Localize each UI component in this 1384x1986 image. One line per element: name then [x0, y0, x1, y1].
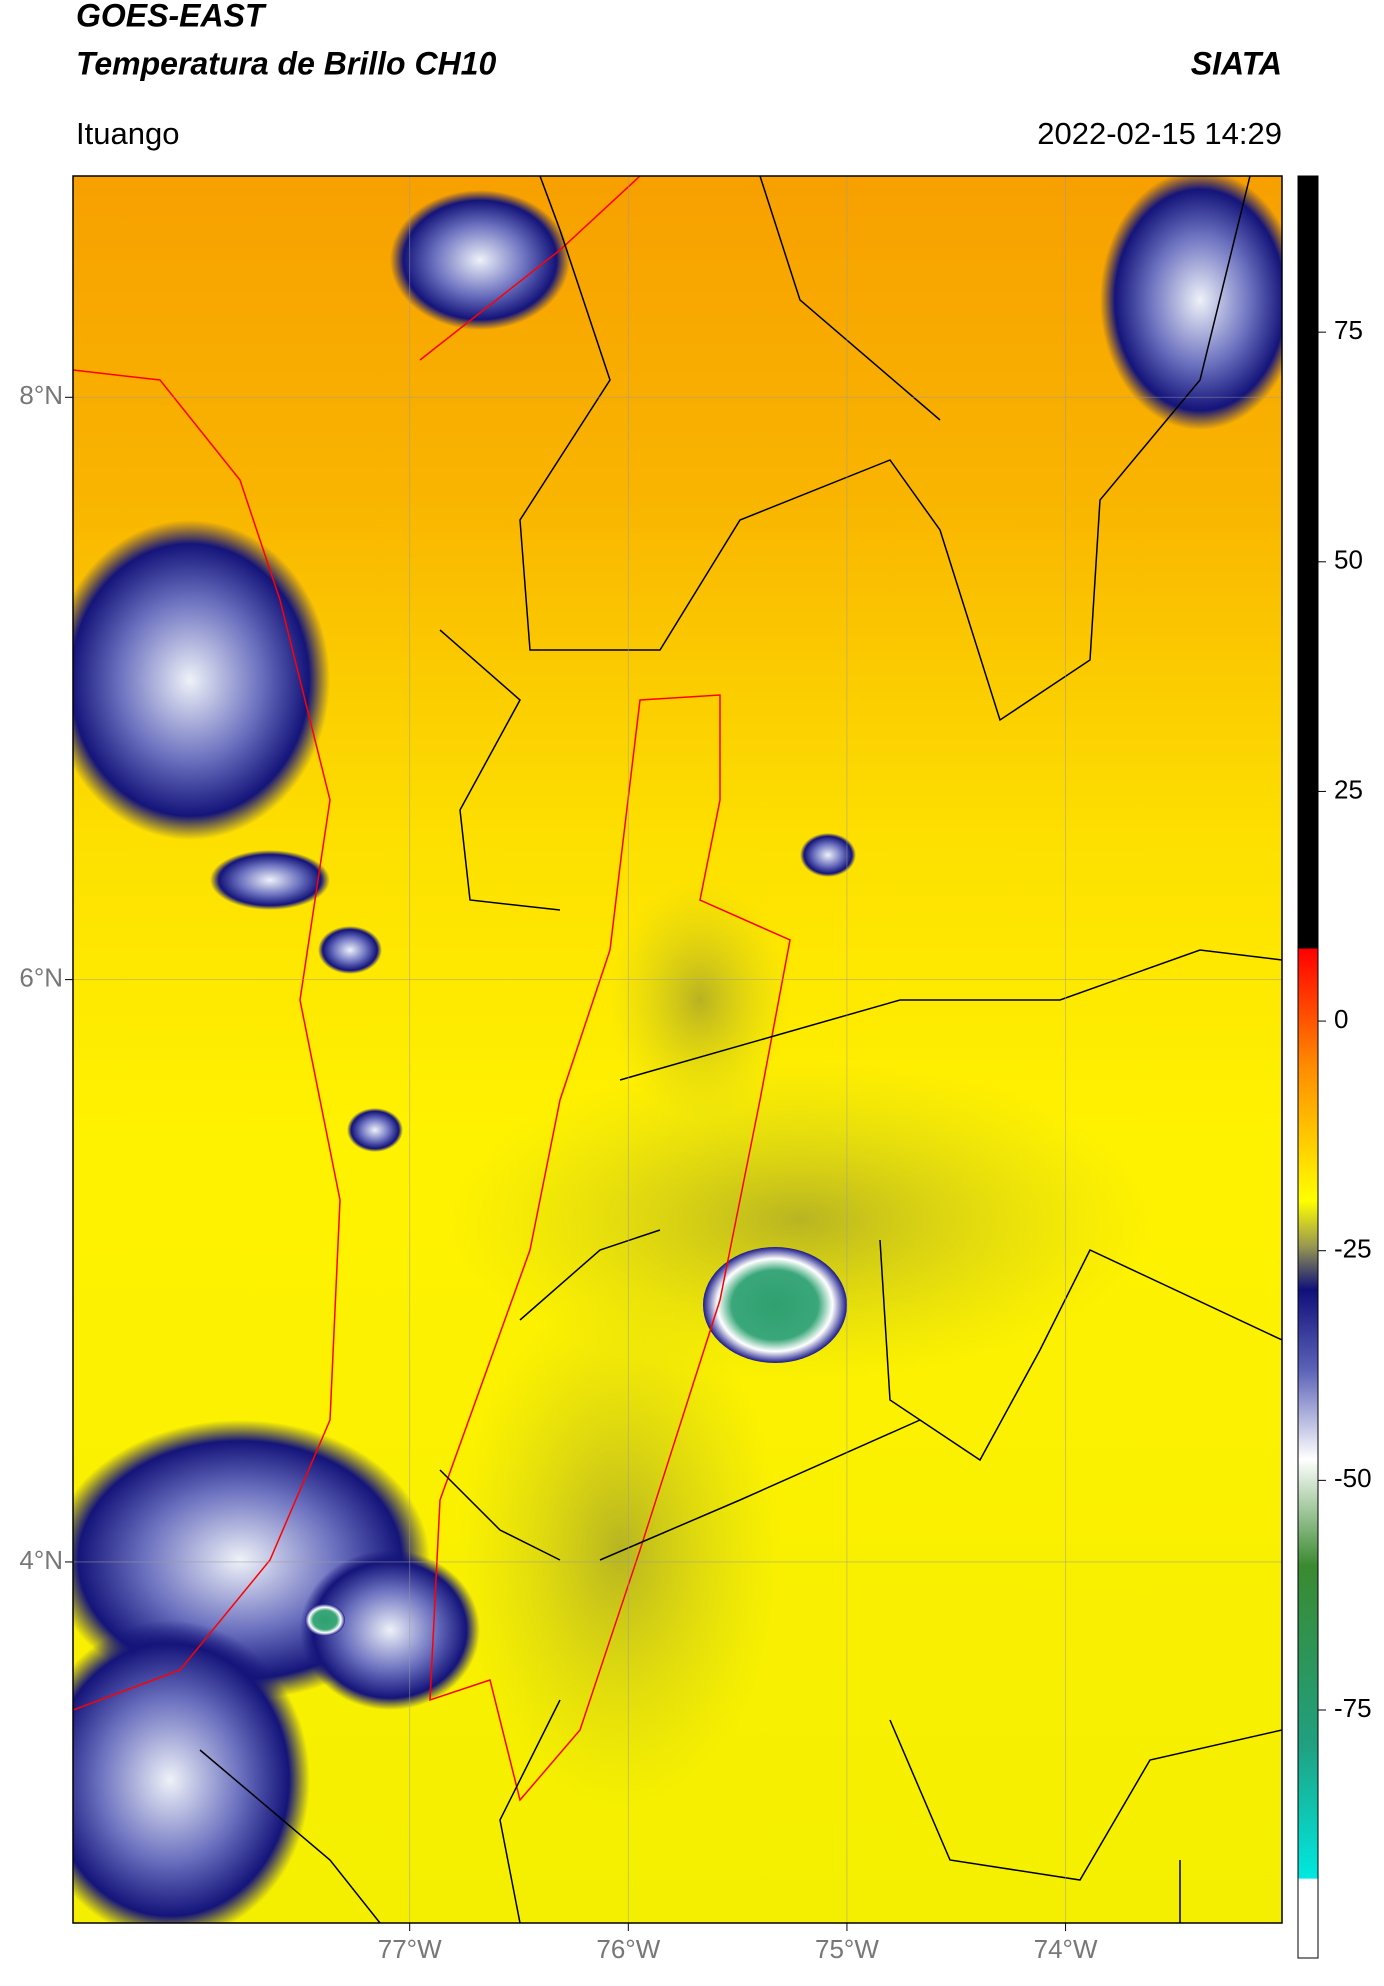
x-tick-label: 76°W	[596, 1934, 660, 1964]
region: Ituango	[76, 116, 179, 151]
y-tick-label: 4°N	[19, 1545, 63, 1575]
colorbar-tick-label: 75	[1334, 315, 1363, 345]
colorbar-tick-label: 50	[1334, 545, 1363, 575]
x-tick-label: 75°W	[815, 1934, 879, 1964]
colorbar-tick-label: 25	[1334, 774, 1363, 804]
graticule	[73, 176, 1282, 1923]
datetime: 2022-02-15 14:29	[1037, 116, 1282, 151]
map-image	[73, 176, 1282, 1923]
colorbar-tick-label: -25	[1334, 1234, 1372, 1264]
colorbar-tick-label: -50	[1334, 1463, 1372, 1493]
map-frame	[72, 175, 1283, 1924]
source: SIATA	[1191, 45, 1282, 81]
y-tick-label: 8°N	[19, 380, 63, 410]
subtitle: Temperatura de Brillo CH10	[76, 45, 496, 81]
x-tick-label: 74°W	[1034, 1934, 1098, 1964]
colorbar	[1297, 175, 1319, 1959]
y-tick-label: 6°N	[19, 962, 63, 992]
x-tick-label: 77°W	[378, 1934, 442, 1964]
colorbar-tick-label: 0	[1334, 1004, 1348, 1034]
colorbar-tick-label: -75	[1334, 1693, 1372, 1723]
title: GOES-EAST	[76, 0, 267, 33]
